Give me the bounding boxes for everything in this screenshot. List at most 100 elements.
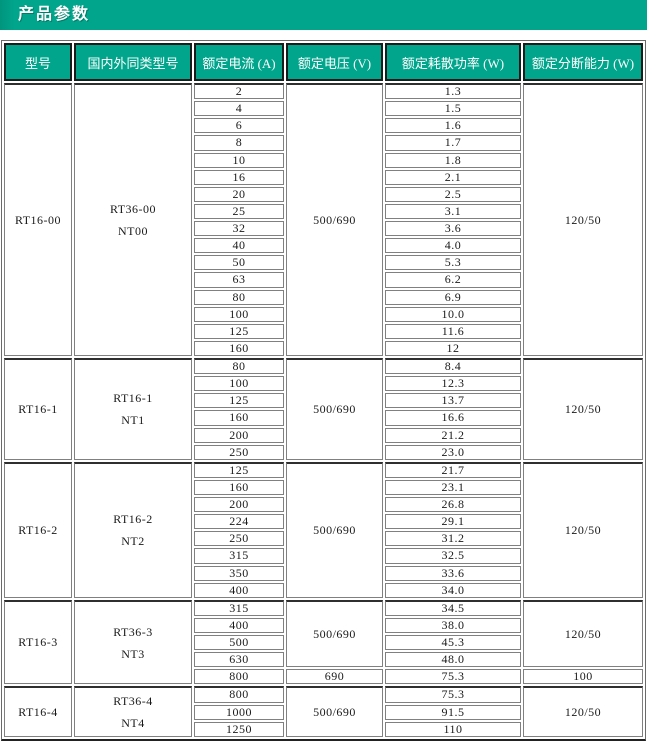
table-row: 224 29.1: [4, 514, 643, 530]
current-cell: 160: [194, 340, 284, 356]
equivalent-cell: RT36-00 NT00: [74, 83, 192, 356]
table-row: 400 38.0: [4, 617, 643, 633]
table-header-row: 型号 国内外同类型号 额定电流 (A) 额定电压 (V) 额定耗散功率 (W) …: [4, 43, 643, 81]
power-cell: 3.1: [385, 203, 521, 219]
table-row: 350 33.6: [4, 565, 643, 581]
column-header-equivalent: 国内外同类型号: [74, 43, 192, 81]
power-cell: 2.1: [385, 169, 521, 185]
power-cell: 4.0: [385, 238, 521, 254]
breaking-cell: 120/50: [523, 461, 643, 598]
current-cell: 8: [194, 135, 284, 151]
table-row: 25 3.1: [4, 203, 643, 219]
table-row: RT16-3 RT36-3 NT3 315 500/690 34.5 120/5…: [4, 599, 643, 685]
current-cell: 63: [194, 272, 284, 288]
equivalent-cell: RT36-4 NT4: [74, 686, 192, 737]
current-cell: 160: [194, 479, 284, 495]
model-cell: RT16-1: [4, 358, 72, 460]
current-cell: 200: [194, 497, 284, 513]
current-cell: 125: [194, 393, 284, 409]
breaking-cell: 120/50: [523, 686, 643, 737]
column-header-breaking: 额定分断能力 (W): [523, 43, 643, 81]
power-cell: 1.3: [385, 83, 521, 100]
power-cell: 26.8: [385, 497, 521, 513]
power-cell: 110: [385, 721, 521, 737]
table-row: 100 12.3: [4, 376, 643, 392]
power-cell: 11.6: [385, 323, 521, 339]
table-row: 400 34.0: [4, 582, 643, 598]
current-cell: 40: [194, 238, 284, 254]
power-cell: 21.2: [385, 427, 521, 443]
table-row: 160 23.1: [4, 479, 643, 495]
column-header-power: 额定耗散功率 (W): [385, 43, 521, 81]
table-row: 250 23.0: [4, 444, 643, 460]
equivalent-line2: NT1: [121, 413, 145, 428]
current-cell: 250: [194, 531, 284, 547]
voltage-cell: 500/690: [286, 599, 383, 668]
equivalent-line2: NT4: [121, 716, 145, 731]
power-cell: 1.6: [385, 118, 521, 134]
breaking-cell: 100: [523, 669, 643, 685]
table-row: 80 6.9: [4, 289, 643, 305]
current-cell: 250: [194, 444, 284, 460]
power-cell: 10.0: [385, 306, 521, 322]
current-cell: 800: [194, 686, 284, 703]
table-row: 16 2.1: [4, 169, 643, 185]
power-cell: 1.8: [385, 152, 521, 168]
table-row: 200 26.8: [4, 497, 643, 513]
power-cell: 21.7: [385, 461, 521, 478]
voltage-cell: 690: [286, 669, 383, 685]
breaking-cell: 120/50: [523, 599, 643, 668]
table-row: 20 2.5: [4, 186, 643, 202]
equivalent-line1: RT36-4: [113, 694, 153, 709]
equivalent-line2: NT3: [121, 646, 145, 661]
table-row: 200 21.2: [4, 427, 643, 443]
equivalent-line1: RT16-1: [113, 391, 153, 406]
power-cell: 33.6: [385, 565, 521, 581]
breaking-cell: 120/50: [523, 83, 643, 356]
model-cell: RT16-2: [4, 461, 72, 598]
equivalent-cell: RT36-3 NT3: [74, 599, 192, 685]
power-cell: 8.4: [385, 358, 521, 375]
equivalent-line1: RT36-3: [113, 624, 153, 639]
current-cell: 630: [194, 652, 284, 668]
power-cell: 23.1: [385, 479, 521, 495]
table-row: 160 16.6: [4, 410, 643, 426]
power-cell: 12.3: [385, 376, 521, 392]
current-cell: 400: [194, 582, 284, 598]
table-row: RT16-00 RT36-00 NT00 2 500/690 1.3 120/5…: [4, 83, 643, 356]
table-row: 250 31.2: [4, 531, 643, 547]
power-cell: 1.5: [385, 101, 521, 117]
current-cell: 50: [194, 255, 284, 271]
current-cell: 1250: [194, 721, 284, 737]
power-cell: 1.7: [385, 135, 521, 151]
table-row: 315 32.5: [4, 548, 643, 564]
voltage-cell: 500/690: [286, 686, 383, 737]
current-cell: 125: [194, 461, 284, 478]
current-cell: 25: [194, 203, 284, 219]
table-row: 4 1.5: [4, 101, 643, 117]
current-cell: 32: [194, 221, 284, 237]
power-cell: 38.0: [385, 617, 521, 633]
power-cell: 6.9: [385, 289, 521, 305]
current-cell: 6: [194, 118, 284, 134]
power-cell: 34.0: [385, 582, 521, 598]
power-cell: 32.5: [385, 548, 521, 564]
table-row: 32 3.6: [4, 221, 643, 237]
current-cell: 800: [194, 669, 284, 685]
power-cell: 48.0: [385, 652, 521, 668]
equivalent-line1: RT36-00: [109, 202, 157, 216]
model-cell: RT16-4: [4, 686, 72, 737]
power-cell: 5.3: [385, 255, 521, 271]
current-cell: 10: [194, 152, 284, 168]
current-cell: 160: [194, 410, 284, 426]
table-row: 125 11.6: [4, 323, 643, 339]
current-cell: 100: [194, 306, 284, 322]
power-cell: 16.6: [385, 410, 521, 426]
power-cell: 45.3: [385, 635, 521, 651]
current-cell: 20: [194, 186, 284, 202]
power-cell: 75.3: [385, 669, 521, 685]
power-cell: 12: [385, 340, 521, 356]
current-cell: 100: [194, 376, 284, 392]
equivalent-line2: NT00: [118, 224, 148, 238]
table-row: 63 6.2: [4, 272, 643, 288]
